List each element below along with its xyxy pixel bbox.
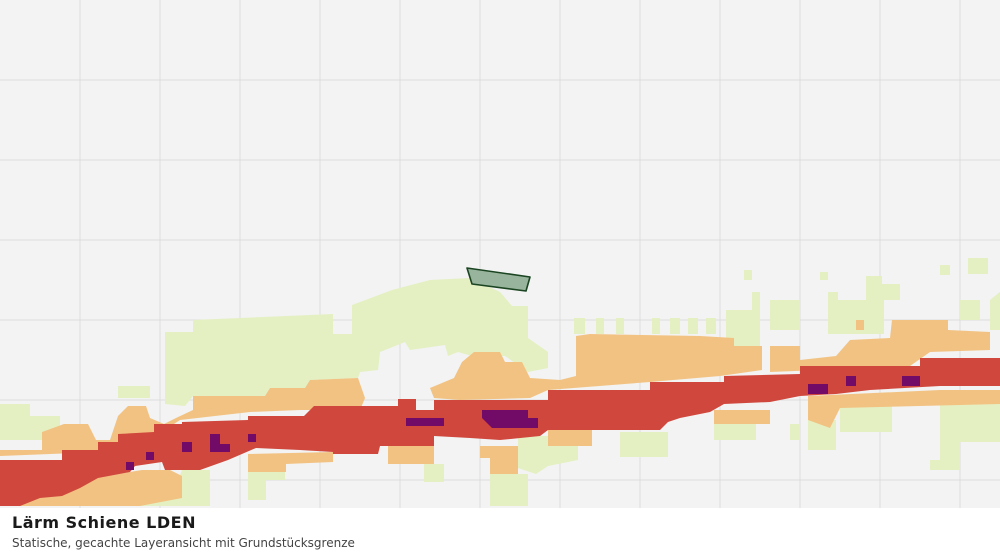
noise-zone-lowest <box>0 258 1000 506</box>
noise-zone-highest <box>126 376 920 470</box>
layer-info-panel: Lärm Schiene LDEN Statische, gecachte La… <box>0 508 1000 560</box>
layer-subtitle: Statische, gecachte Layeransicht mit Gru… <box>12 536 355 550</box>
noise-zone-high <box>0 358 1000 506</box>
parcel-boundary[interactable] <box>466 267 531 292</box>
layer-title: Lärm Schiene LDEN <box>12 513 196 532</box>
map-canvas[interactable] <box>0 0 1000 508</box>
